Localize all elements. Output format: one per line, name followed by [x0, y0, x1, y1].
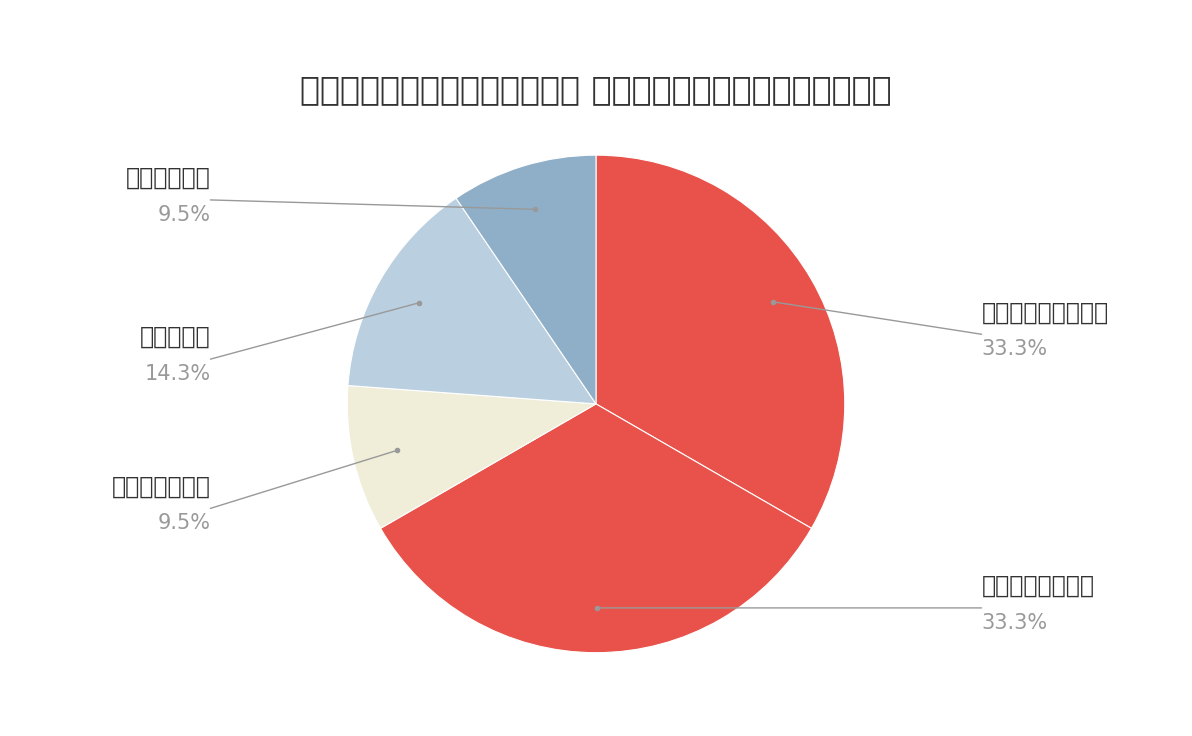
- Text: 33.3%: 33.3%: [981, 613, 1048, 633]
- Text: あまりない: あまりない: [139, 325, 211, 349]
- Text: ほとんどない: ほとんどない: [125, 166, 211, 190]
- Wedge shape: [596, 155, 845, 528]
- Wedge shape: [348, 198, 596, 404]
- Text: やや心残りがある: やや心残りがある: [981, 574, 1094, 598]
- Text: （母親がすでに他界した方へ） 親御様への心残りはありますか？: （母親がすでに他界した方へ） 親御様への心残りはありますか？: [300, 73, 892, 106]
- Wedge shape: [380, 404, 812, 653]
- Text: 33.3%: 33.3%: [981, 339, 1048, 359]
- Wedge shape: [347, 386, 596, 528]
- Text: 14.3%: 14.3%: [144, 364, 211, 384]
- Text: とても心残りがある: とても心残りがある: [981, 300, 1109, 325]
- Text: どちらでもない: どちらでもない: [112, 475, 211, 498]
- Text: 9.5%: 9.5%: [157, 514, 211, 534]
- Wedge shape: [457, 155, 596, 404]
- Text: 9.5%: 9.5%: [157, 205, 211, 225]
